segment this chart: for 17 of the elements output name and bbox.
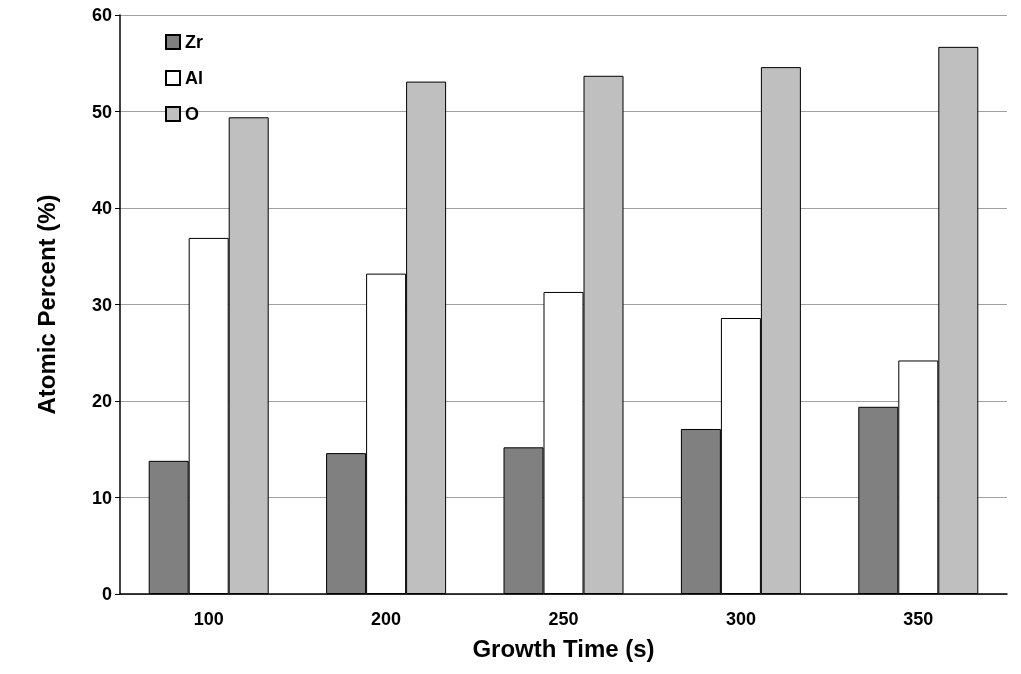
- x-tick-label: 350: [903, 609, 934, 629]
- legend-label: Al: [185, 68, 203, 88]
- y-tick-label: 0: [101, 584, 112, 604]
- y-tick-label: 60: [91, 5, 112, 25]
- x-tick-label: 250: [548, 609, 579, 629]
- y-tick-label: 50: [91, 101, 112, 122]
- y-tick-label: 10: [91, 487, 112, 508]
- y-tick-label: 20: [91, 391, 112, 411]
- legend-label: Zr: [185, 32, 203, 52]
- x-axis-title: Growth Time (s): [472, 634, 655, 662]
- y-tick-label: 30: [91, 294, 112, 315]
- legend-label: O: [185, 104, 200, 124]
- y-tick-label: 40: [91, 198, 112, 218]
- x-tick-label: 200: [371, 609, 402, 629]
- x-tick-label: 300: [725, 609, 756, 629]
- y-axis-title: Atomic Percent (%): [32, 194, 60, 415]
- x-tick-label: 100: [193, 609, 224, 629]
